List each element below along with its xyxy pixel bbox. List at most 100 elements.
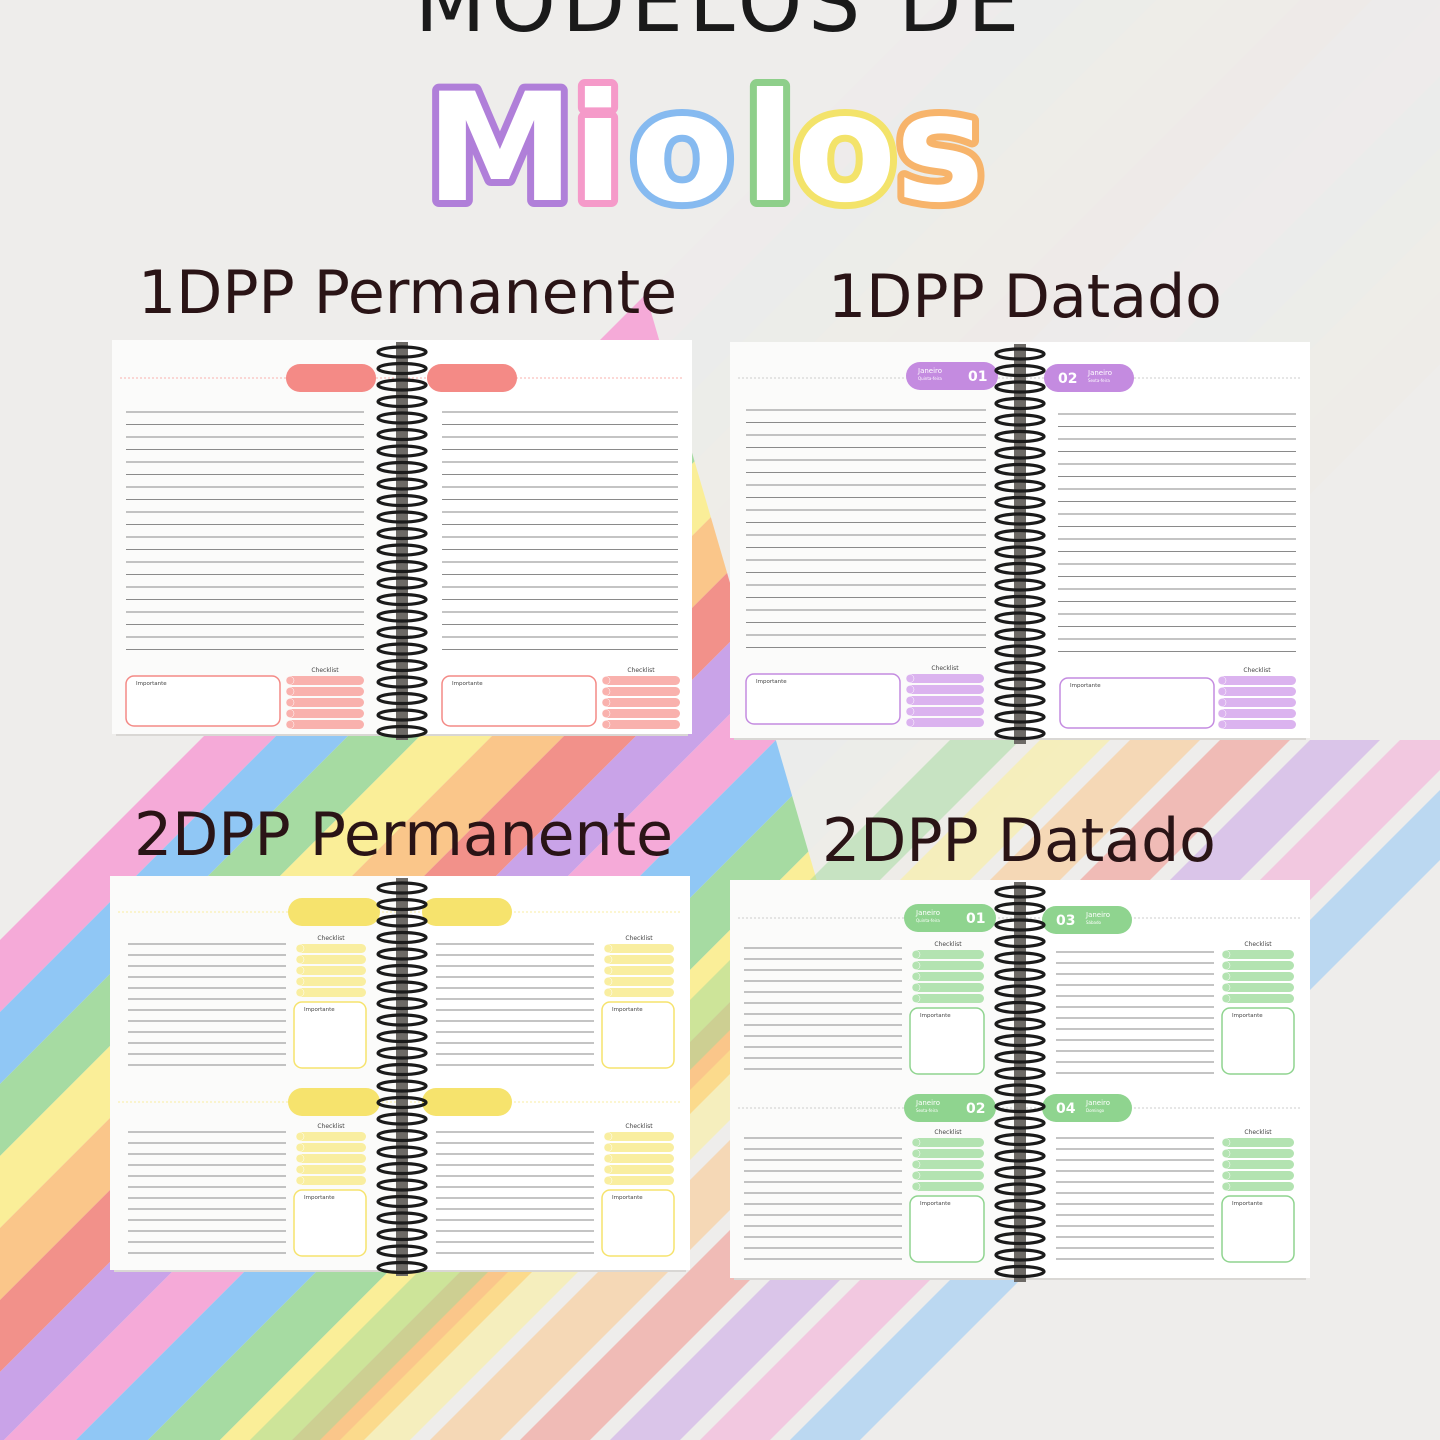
checklist-bullet <box>1217 676 1227 685</box>
checklist-item <box>296 977 366 986</box>
checklist-bullet <box>285 720 295 729</box>
checklist-bullet <box>603 988 613 997</box>
spiral-ring <box>376 642 428 656</box>
checklist-item <box>912 1138 984 1147</box>
svg-text:M: M <box>425 62 574 225</box>
spiral-ring <box>376 477 428 491</box>
right-page <box>1020 342 1310 738</box>
checklist-bullet <box>295 944 305 953</box>
spiral-ring <box>376 1161 428 1176</box>
checklist-bullet <box>1221 961 1231 970</box>
spiral-ring <box>994 1017 1046 1031</box>
date-tab <box>1042 1094 1132 1122</box>
checklist-item <box>912 1171 984 1180</box>
checklist-item <box>604 1132 674 1141</box>
spiral-ring <box>994 660 1046 675</box>
checklist-label: Checklist <box>317 1123 345 1130</box>
checklist-item <box>912 1149 984 1158</box>
notebook-2dpp-datado: Janeiro Quinta-feira 01 03 Janeiro Sábado Jane… <box>730 880 1310 1282</box>
spiral-ring <box>994 462 1046 477</box>
spiral-ring <box>994 1215 1046 1229</box>
checklist-item <box>602 720 680 729</box>
checklist-item <box>604 944 674 953</box>
checklist-item <box>296 955 366 964</box>
checklist-item <box>1222 950 1294 959</box>
checklist-item <box>296 1176 366 1185</box>
spiral-ring <box>376 724 428 739</box>
svg-text:M: M <box>425 62 574 225</box>
checklist-item <box>1218 687 1296 696</box>
checklist-bullet <box>601 698 611 707</box>
date-tab <box>904 904 996 932</box>
spiral-ring <box>376 980 428 994</box>
spiral-ring <box>994 1248 1046 1262</box>
date-day: 02 <box>966 1101 985 1117</box>
checklist-bullet <box>1221 1160 1231 1169</box>
date-month: Janeiro <box>1087 369 1112 377</box>
checklist-label: Checklist <box>1244 941 1272 948</box>
checklist-label: Checklist <box>1243 667 1271 674</box>
spiral-ring <box>376 625 428 640</box>
checklist-label: Checklist <box>934 941 962 948</box>
spiral-ring <box>994 528 1046 543</box>
checklist-bullet <box>295 1176 305 1185</box>
spiral-ring <box>376 897 428 912</box>
left-page <box>730 342 1020 738</box>
spiral-ring <box>994 561 1046 576</box>
checklist-bullet <box>905 696 915 705</box>
checklist-bullet <box>295 966 305 975</box>
spiral-ring <box>994 363 1046 378</box>
checklist-item <box>1222 961 1294 970</box>
spiral-ring <box>994 446 1046 460</box>
checklist-bullet <box>1221 1149 1231 1158</box>
date-day: 04 <box>1056 1101 1076 1117</box>
checklist-label: Checklist <box>311 667 339 674</box>
svg-text:o: o <box>630 62 733 225</box>
checklist-bullet <box>911 1160 921 1169</box>
spiral-ring <box>994 726 1046 741</box>
checklist-bullet <box>285 676 295 685</box>
important-label: Importante <box>304 1195 335 1201</box>
spiral-ring <box>376 658 428 673</box>
checklist-item <box>286 709 364 718</box>
spiral-ring <box>994 380 1046 394</box>
important-box <box>909 1195 985 1263</box>
checklist-item <box>906 685 984 694</box>
spiral-ring <box>376 493 428 508</box>
spiral-ring <box>376 345 428 359</box>
date-day: 01 <box>968 369 987 385</box>
checklist-bullet <box>285 687 295 696</box>
model-title-2dpp-permanente: 2DPP Permanente <box>134 800 674 870</box>
checklist-item <box>906 696 984 705</box>
checklist-item <box>1222 983 1294 992</box>
checklist-item <box>1222 1171 1294 1180</box>
spiral-ring <box>994 644 1046 658</box>
spiral-ring <box>376 427 428 442</box>
page-title-top: MODELOS DE <box>414 0 1026 51</box>
important-label: Importante <box>920 1013 951 1019</box>
spiral-ring <box>994 1264 1046 1279</box>
checklist-bullet <box>911 1171 921 1180</box>
notebook-1dpp-permanente: Importante Importante Checklist Checklist <box>112 340 692 740</box>
checklist-bullet <box>911 972 921 981</box>
checklist-item <box>1222 1160 1294 1169</box>
spiral-ring <box>376 1046 428 1060</box>
checklist-label: Checklist <box>317 935 345 942</box>
spiral-ring <box>994 1033 1046 1048</box>
checklist-bullet <box>1221 1171 1231 1180</box>
spiral-ring <box>376 881 428 895</box>
model-title-2dpp-datado: 2DPP Datado <box>822 806 1216 876</box>
spiral-ring <box>376 963 428 978</box>
important-box <box>125 675 281 727</box>
spiral-ring <box>376 691 428 706</box>
checklist-label: Checklist <box>625 1123 653 1130</box>
checklist-item <box>286 720 364 729</box>
spiral-ring <box>994 984 1046 998</box>
checklist-item <box>296 966 366 975</box>
spiral-ring <box>994 710 1046 724</box>
checklist-item <box>296 988 366 997</box>
date-day: 02 <box>1058 371 1077 387</box>
checklist-bullet <box>603 1165 613 1174</box>
important-box <box>745 673 901 725</box>
spiral-ring <box>994 347 1046 361</box>
